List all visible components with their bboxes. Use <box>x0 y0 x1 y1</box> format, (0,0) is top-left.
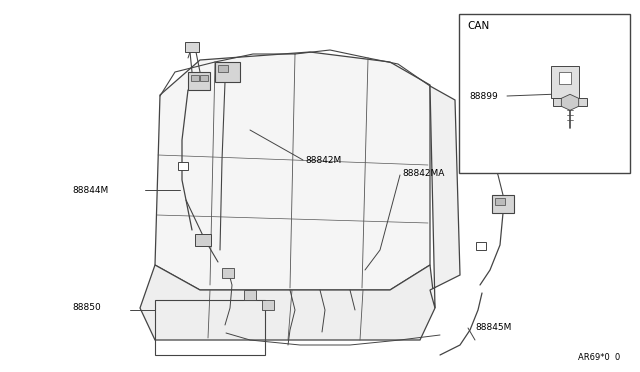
Text: 88844M: 88844M <box>72 186 108 195</box>
Bar <box>559 72 571 84</box>
Polygon shape <box>140 265 435 340</box>
Bar <box>191 75 199 81</box>
Bar <box>195 234 211 246</box>
Bar <box>155 300 265 355</box>
Text: CAN: CAN <box>467 21 489 31</box>
Bar <box>244 290 256 300</box>
Polygon shape <box>561 94 579 110</box>
Bar <box>185 42 199 52</box>
Text: 88842MA: 88842MA <box>402 169 444 177</box>
Bar <box>215 62 240 82</box>
Polygon shape <box>155 52 430 290</box>
Bar <box>222 268 234 278</box>
Polygon shape <box>430 86 460 308</box>
Bar <box>495 198 505 205</box>
Text: 88845M: 88845M <box>475 324 511 333</box>
Polygon shape <box>553 98 587 106</box>
Bar <box>476 242 486 250</box>
Bar <box>492 195 514 213</box>
Text: 88850: 88850 <box>72 304 100 312</box>
Text: 88842M: 88842M <box>305 155 341 164</box>
Bar <box>459 14 630 173</box>
Text: AR69*0  0: AR69*0 0 <box>578 353 620 362</box>
Bar <box>188 72 210 90</box>
Text: 88899: 88899 <box>469 92 498 101</box>
Bar <box>262 300 274 310</box>
Bar <box>200 75 208 81</box>
Bar <box>551 66 579 98</box>
Bar <box>218 65 228 72</box>
Bar <box>178 162 188 170</box>
